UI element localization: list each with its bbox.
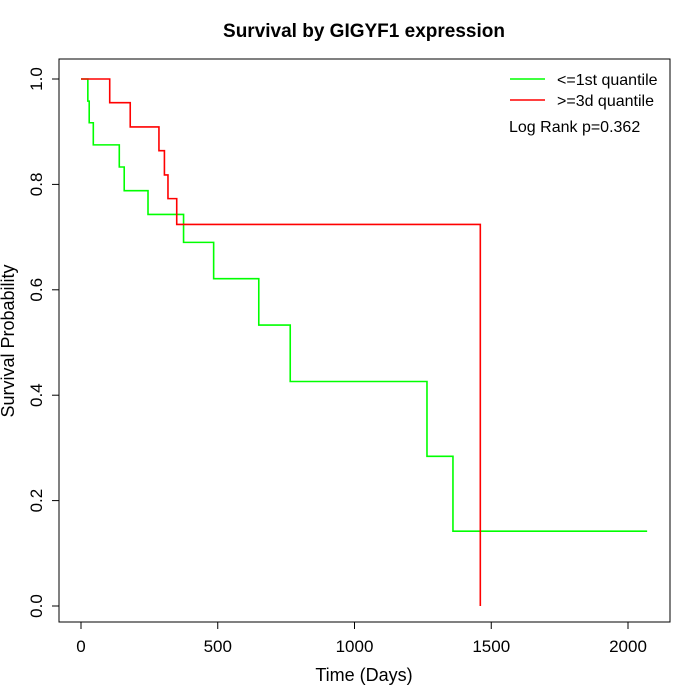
plot-area [81,78,648,606]
x-tick-label: 1500 [472,637,510,656]
y-tick-label: 0.2 [27,489,46,513]
y-tick-label: 1.0 [27,67,46,91]
x-tick-label: 500 [204,637,232,656]
chart-title: Survival by GIGYF1 expression [223,21,505,42]
legend-label: >=3d quantile [557,93,654,110]
series-line-high [81,78,482,606]
y-axis-label: Survival Probability [0,264,18,417]
legend-label: <=1st quantile [557,72,658,89]
legend: <=1st quantile >=3d quantile [510,72,658,110]
series-line-low [81,78,648,532]
y-tick-label: 0.6 [27,278,46,302]
y-tick-label: 0.4 [27,383,46,407]
y-axis: 0.0 0.2 0.4 0.6 0.8 1.0 [27,67,60,618]
log-rank-annotation: Log Rank p=0.362 [509,119,640,136]
x-tick-label: 0 [76,637,85,656]
y-tick-label: 0.8 [27,173,46,197]
x-tick-label: 2000 [609,637,647,656]
x-axis-label: Time (Days) [315,665,412,685]
plot-frame [58,58,671,623]
x-axis: 0 500 1000 1500 2000 [76,621,647,656]
x-tick-label: 1000 [336,637,374,656]
y-tick-label: 0.0 [27,594,46,618]
